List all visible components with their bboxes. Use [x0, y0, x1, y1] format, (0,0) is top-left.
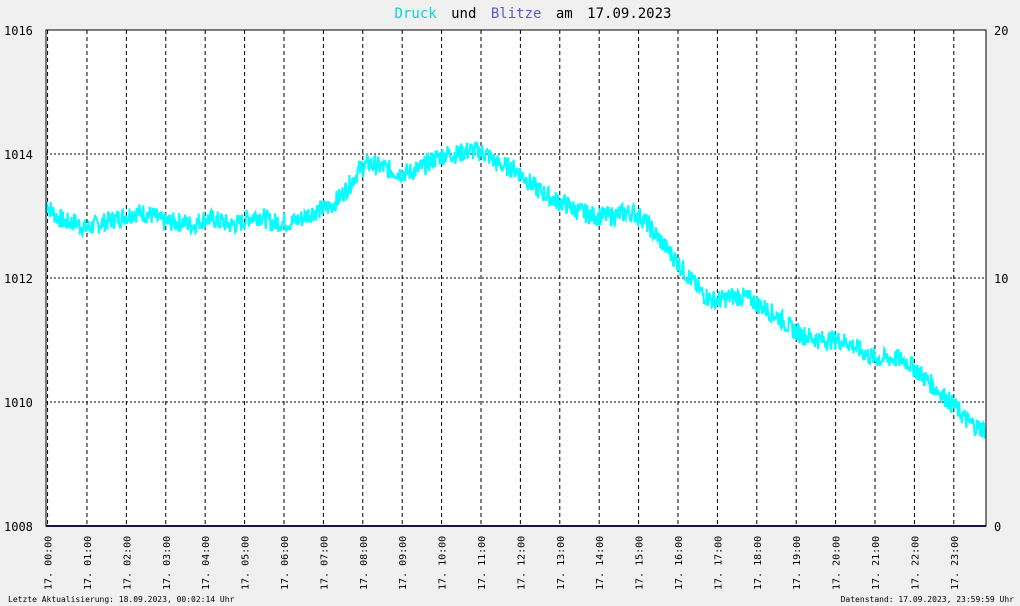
x-tick-label: 17. 13:00 — [556, 536, 567, 590]
left-tick-label: 1008 — [4, 520, 33, 534]
x-tick-label: 17. 15:00 — [635, 536, 646, 590]
x-tick-label: 17. 19:00 — [792, 536, 803, 590]
x-tick-label: 17. 23:00 — [950, 536, 961, 590]
plot-frame — [45, 29, 987, 527]
x-tick-label: 17. 12:00 — [516, 536, 527, 590]
x-tick-label: 17. 04:00 — [201, 536, 212, 590]
left-tick-label: 1010 — [4, 396, 33, 410]
x-tick-label: 17. 07:00 — [319, 536, 330, 590]
x-tick-label: 17. 01:00 — [83, 536, 94, 590]
title-series1: Druck — [395, 6, 438, 22]
left-tick-label: 1012 — [4, 272, 33, 286]
x-tick-label: 17. 00:00 — [44, 536, 55, 590]
x-tick-label: 17. 20:00 — [832, 536, 843, 590]
right-tick-label: 20 — [994, 24, 1008, 38]
x-tick-label: 17. 21:00 — [871, 536, 882, 590]
x-tick-label: 17. 16:00 — [674, 536, 685, 590]
title-und: und — [451, 6, 476, 22]
x-tick-label: 17. 10:00 — [438, 536, 449, 590]
x-axis-labels: 17. 00:00 17. 01:00 17. 02:00 17. 03:00 17. … — [44, 536, 961, 590]
title-date: 17.09.2023 — [587, 6, 671, 22]
right-tick-label: 10 — [994, 272, 1008, 286]
x-tick-label: 17. 03:00 — [162, 536, 173, 590]
left-tick-label: 1014 — [4, 148, 33, 162]
x-tick-label: 17. 11:00 — [477, 536, 488, 590]
x-tick-label: 17. 05:00 — [241, 536, 252, 590]
x-tick-label: 17. 14:00 — [595, 536, 606, 590]
right-axis-labels: 20 10 0 — [994, 24, 1008, 534]
x-tick-label: 17. 08:00 — [359, 536, 370, 590]
x-tick-label: 17. 09:00 — [398, 536, 409, 590]
chart-title: Druck und Blitze am 17.09.2023 — [395, 6, 672, 22]
title-am: am — [556, 6, 573, 22]
footer-last-update: Letzte Aktualisierung: 18.09.2023, 00:02… — [8, 595, 235, 604]
x-tick-label: 17. 18:00 — [753, 536, 764, 590]
x-tick-label: 17. 22:00 — [910, 536, 921, 590]
left-tick-label: 1016 — [4, 24, 33, 38]
left-axis-labels: 1016 1014 1012 1010 1008 — [4, 24, 33, 534]
grid-lines — [46, 29, 986, 527]
x-tick-label: 17. 06:00 — [280, 536, 291, 590]
series-druck-line — [45, 141, 987, 439]
x-tick-label: 17. 02:00 — [122, 536, 133, 590]
right-tick-label: 0 — [994, 520, 1001, 534]
footer-data-state: Datenstand: 17.09.2023, 23:59:59 Uhr — [841, 595, 1015, 604]
x-tick-label: 17. 17:00 — [713, 536, 724, 590]
title-series2: Blitze — [491, 6, 542, 22]
